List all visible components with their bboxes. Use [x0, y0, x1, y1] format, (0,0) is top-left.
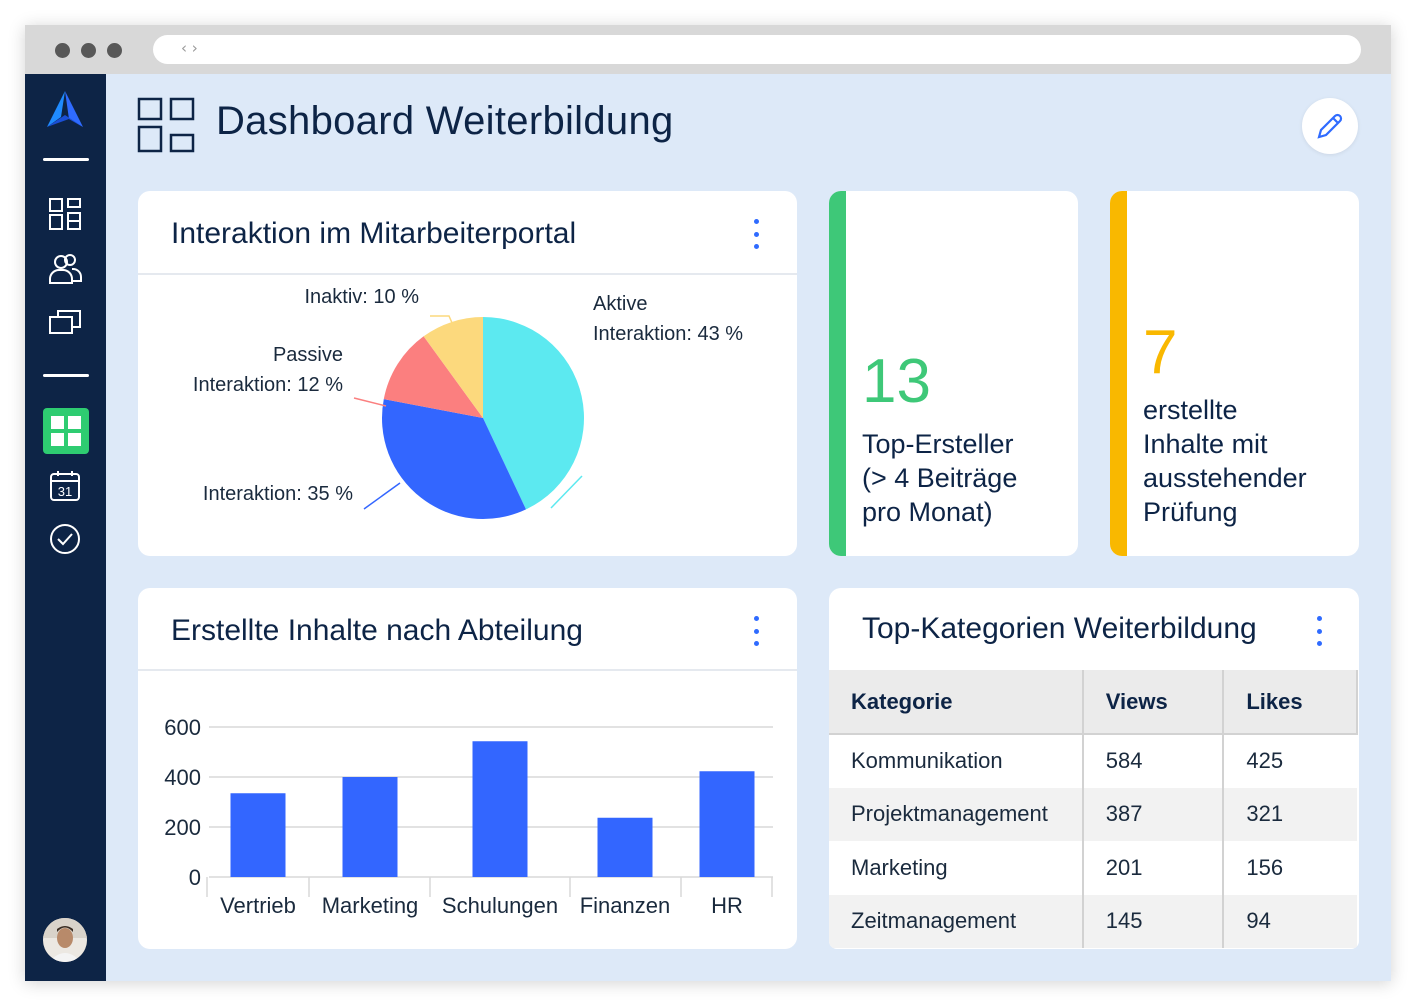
window-maximize-dot[interactable]	[107, 43, 122, 58]
pie-label-interaktion: Interaktion: 35 %	[203, 483, 353, 505]
y-tick-label: 600	[164, 715, 201, 740]
window-close-dot[interactable]	[55, 43, 70, 58]
y-tick-label: 200	[164, 815, 201, 840]
column-header-kategorie[interactable]: Kategorie	[829, 670, 1084, 734]
leader-line	[363, 482, 401, 510]
checkmark-icon[interactable]	[45, 519, 85, 559]
table-row[interactable]: Projektmanagement 387 321	[829, 787, 1357, 841]
bar-chart-card: Erstellte Inhalte nach Abteilung 0 200 400…	[138, 588, 797, 949]
browser-chrome: ‹ ›	[25, 25, 1391, 74]
window-minimize-dot[interactable]	[81, 43, 96, 58]
pencil-icon	[1317, 113, 1343, 139]
sidebar: 31	[25, 74, 106, 981]
kpi-accent-bar	[829, 191, 846, 556]
calendar-icon[interactable]: 31	[45, 466, 85, 506]
card-divider	[138, 669, 797, 671]
pie-slice-2[interactable]	[383, 336, 483, 418]
table-row[interactable]: Kommunikation 584 425	[829, 734, 1357, 788]
x-tick-label: Vertrieb	[220, 893, 296, 918]
y-tick-label: 400	[164, 765, 201, 790]
bar-marketing[interactable]	[342, 777, 398, 877]
cell-kategorie: Marketing	[829, 841, 1084, 895]
bar-hr[interactable]	[699, 771, 755, 877]
kpi-card-top-ersteller: 13 Top-Ersteller (> 4 Beiträge pro Monat…	[829, 191, 1078, 556]
sidebar-divider	[43, 158, 89, 161]
pie-slice-1[interactable]	[382, 399, 527, 519]
bar-chart: 0 200 400 600 Vertrieb Marketing Schulungen Fin…	[164, 715, 773, 918]
table-row[interactable]: Marketing 201 156	[829, 841, 1357, 895]
card-title: Top-Kategorien Weiterbildung	[862, 612, 1257, 645]
card-title: Erstellte Inhalte nach Abteilung	[171, 614, 583, 647]
page-title: Dashboard Weiterbildung	[216, 99, 674, 143]
logo-icon[interactable]	[45, 90, 85, 130]
pie-slice-0[interactable]	[483, 317, 584, 510]
table-row[interactable]: Zeitmanagement 145 94	[829, 894, 1357, 948]
dashboard-grid-icon[interactable]	[45, 194, 85, 234]
cell-kategorie: Zeitmanagement	[829, 894, 1084, 948]
users-icon[interactable]	[45, 248, 85, 288]
leader-line	[353, 397, 387, 407]
pie-label-inaktiv: Inaktiv: 10 %	[304, 286, 419, 308]
dashboard-layout-icon	[137, 97, 195, 158]
kpi-accent-bar	[1110, 191, 1127, 556]
kpi-value: 7	[1143, 318, 1178, 387]
pie-label-passiv: Interaktion: 12 %	[193, 374, 343, 396]
pie-label-aktiv: Aktive	[593, 293, 647, 315]
card-menu-button[interactable]	[746, 216, 766, 252]
cell-likes: 156	[1246, 854, 1284, 880]
bar-vertrieb[interactable]	[230, 793, 286, 877]
cell-likes: 321	[1223, 787, 1357, 841]
card-divider	[138, 273, 797, 275]
cell-kategorie: Projektmanagement	[829, 787, 1084, 841]
column-header-likes[interactable]: Likes	[1223, 670, 1358, 734]
modules-icon[interactable]	[45, 302, 85, 342]
cell-likes: 425	[1246, 748, 1284, 774]
x-tick-label: Schulungen	[442, 893, 558, 918]
edit-button[interactable]	[1302, 98, 1358, 154]
table-header-row: Kategorie Views Likes	[829, 670, 1358, 734]
pie-label-passiv: Passive	[273, 344, 343, 366]
pie-slice-3[interactable]	[423, 317, 483, 418]
pie-chart: Aktive Interaktion: 43 % Inaktiv: 10 % P…	[193, 286, 743, 519]
y-tick-label: 0	[189, 865, 201, 890]
kpi-label: erstellte Inhalte mit ausstehender Prüfu…	[1143, 395, 1307, 527]
x-tick-label: HR	[711, 893, 743, 918]
category-table: Kategorie Views Likes Kommunikation 584 …	[829, 670, 1358, 948]
dashboard-active-icon[interactable]	[43, 408, 89, 454]
kpi-value: 13	[862, 347, 931, 416]
card-menu-button[interactable]	[1309, 613, 1329, 649]
back-forward-icon[interactable]: ‹ ›	[181, 39, 198, 57]
bar-schulungen[interactable]	[472, 741, 528, 877]
browser-window: ‹ ›	[25, 25, 1391, 981]
leader-line	[550, 475, 583, 509]
cell-views: 201	[1082, 841, 1225, 895]
user-avatar[interactable]	[43, 918, 87, 962]
x-tick-label: Marketing	[322, 893, 419, 918]
bar-finanzen[interactable]	[597, 817, 653, 877]
x-tick-label: Finanzen	[580, 893, 671, 918]
cell-views: 387	[1082, 787, 1225, 841]
kpi-label: Top-Ersteller (> 4 Beiträge pro Monat)	[862, 429, 1018, 527]
table-card: Top-Kategorien Weiterbildung Kategorie V…	[829, 588, 1359, 949]
kpi-card-pruefung: 7 erstellte Inhalte mit ausstehender Prü…	[1110, 191, 1359, 556]
column-header-views[interactable]: Views	[1082, 670, 1225, 734]
sidebar-divider	[43, 374, 89, 377]
cell-kategorie: Kommunikation	[829, 734, 1084, 788]
card-menu-button[interactable]	[746, 613, 766, 649]
cell-likes: 94	[1223, 894, 1357, 948]
cell-views: 584	[1082, 734, 1225, 788]
pie-label-aktiv: Interaktion: 43 %	[593, 323, 743, 345]
leader-line	[430, 315, 457, 333]
address-bar[interactable]: ‹ ›	[153, 35, 1361, 64]
svg-text:31: 31	[58, 484, 72, 499]
card-title: Interaktion im Mitarbeiterportal	[171, 217, 577, 250]
cell-views: 145	[1082, 894, 1225, 948]
pie-chart-card: Interaktion im Mitarbeiterportal Aktive …	[138, 191, 797, 556]
